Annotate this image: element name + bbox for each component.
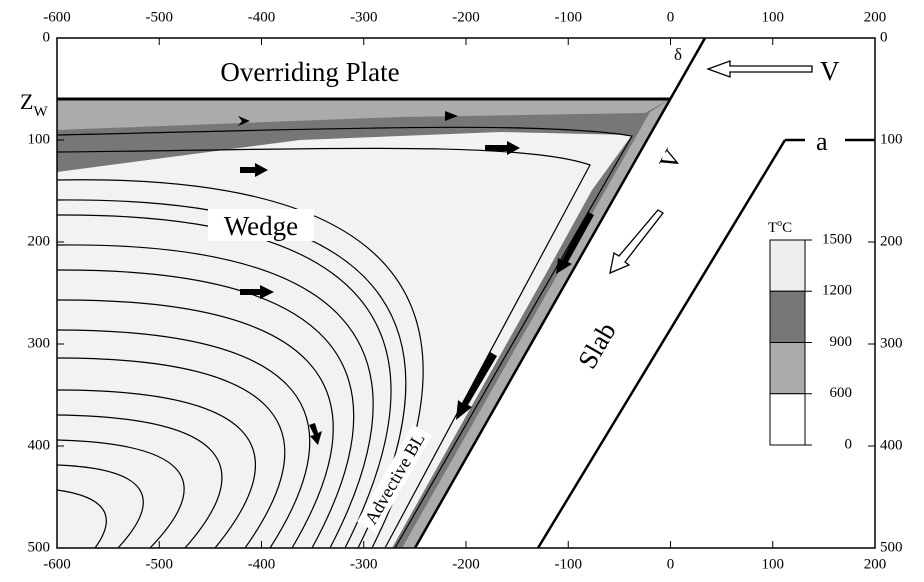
x-tick-label-bottom: -100	[555, 556, 583, 572]
x-tick-label-bottom: -600	[43, 556, 71, 572]
figure: Overriding Plate ZW δ V a V Wedge Slab A…	[0, 0, 924, 582]
y-tick-label-left: 500	[28, 539, 51, 555]
x-tick-label-top: -600	[43, 9, 71, 25]
x-tick-label-bottom: 0	[667, 556, 675, 572]
colorbar-tick-label: 0	[845, 436, 853, 452]
y-tick-label-left: 0	[43, 29, 51, 45]
x-tick-label-top: 100	[762, 9, 785, 25]
x-tick-label-top: -100	[555, 9, 583, 25]
colorbar-tick-label: 600	[830, 385, 853, 401]
x-tick-label-top: 0	[667, 9, 675, 25]
y-tick-label-right: 300	[880, 335, 903, 351]
x-tick-label-bottom: 100	[762, 556, 785, 572]
x-tick-label-top: -300	[350, 9, 378, 25]
colorbar-swatch	[770, 394, 805, 445]
zw-sub: W	[33, 104, 48, 120]
colorbar-swatch	[770, 240, 805, 291]
colorbar-swatch	[770, 343, 805, 394]
y-tick-label-left: 300	[28, 335, 51, 351]
x-tick-label-bottom: -500	[146, 556, 174, 572]
x-tick-label-top: 200	[864, 9, 887, 25]
x-tick-label-bottom: -200	[452, 556, 480, 572]
colorbar-tick-label: 1200	[822, 283, 852, 299]
x-tick-label-bottom: -400	[248, 556, 276, 572]
zw-main: Z	[20, 89, 33, 114]
x-tick-label-bottom: -300	[350, 556, 378, 572]
y-tick-label-right: 0	[880, 29, 888, 45]
y-tick-label-left: 100	[28, 131, 51, 147]
x-tick-label-top: -200	[452, 9, 480, 25]
v-label: V	[820, 56, 840, 86]
y-tick-label-left: 200	[28, 233, 51, 249]
y-tick-label-left: 400	[28, 437, 51, 453]
x-tick-label-top: -500	[146, 9, 174, 25]
a-label: a	[816, 127, 828, 156]
colorbar-swatch	[770, 291, 805, 342]
cb-unit: C	[782, 220, 792, 236]
y-tick-label-right: 200	[880, 233, 903, 249]
colorbar-tick-label: 900	[830, 334, 853, 350]
wedge-label: Wedge	[224, 211, 298, 241]
cb-t: T	[768, 220, 777, 236]
y-tick-label-right: 500	[880, 539, 903, 555]
delta-label: δ	[674, 45, 682, 64]
x-tick-label-bottom: 200	[864, 556, 887, 572]
y-tick-label-right: 100	[880, 131, 903, 147]
y-tick-label-right: 400	[880, 437, 903, 453]
plate-label: Overriding Plate	[220, 57, 399, 87]
x-tick-label-top: -400	[248, 9, 276, 25]
colorbar-tick-label: 1500	[822, 231, 852, 247]
